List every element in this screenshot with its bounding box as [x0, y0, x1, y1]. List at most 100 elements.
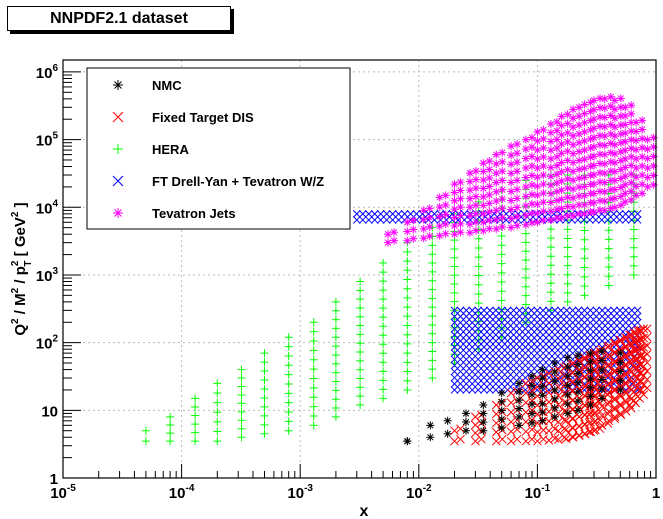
cross-marker [544, 426, 554, 436]
asterisk-marker [498, 222, 507, 231]
cross-marker [556, 343, 565, 351]
cross-marker [462, 361, 471, 370]
cross-marker [491, 343, 500, 351]
cross-marker [486, 349, 494, 358]
cross-marker [533, 337, 542, 345]
cross-marker [456, 312, 465, 321]
cross-marker [497, 416, 507, 426]
cross-marker [515, 349, 524, 358]
plus-marker [284, 351, 293, 360]
cross-marker [491, 349, 500, 358]
asterisk-marker [632, 182, 641, 191]
cross-marker [512, 396, 522, 406]
cross-marker [468, 386, 477, 394]
asterisk-marker [627, 187, 636, 196]
cross-marker [533, 306, 542, 315]
x-tick-label: 1 [652, 485, 660, 502]
asterisk-marker [498, 176, 507, 185]
cross-marker [633, 392, 642, 401]
plus-marker [521, 229, 530, 238]
asterisk-marker [550, 367, 559, 376]
cross-marker [615, 209, 624, 218]
cross-marker [626, 403, 636, 413]
cross-marker [533, 355, 542, 364]
cross-marker [491, 427, 501, 437]
asterisk-marker [498, 195, 507, 204]
plus-marker [284, 379, 293, 388]
asterisk-marker [600, 150, 609, 159]
asterisk-marker [465, 228, 474, 237]
asterisk-marker [539, 189, 548, 198]
asterisk-marker [479, 218, 488, 227]
grid [63, 60, 656, 478]
asterisk-marker [586, 162, 595, 171]
cross-marker [474, 337, 482, 345]
asterisk-marker [409, 216, 418, 225]
asterisk-marker [521, 164, 530, 173]
asterisk-marker [638, 180, 647, 189]
plus-marker [521, 247, 530, 256]
asterisk-marker [479, 175, 488, 184]
cross-marker [521, 417, 531, 427]
cross-marker [450, 306, 459, 315]
cross-marker [629, 345, 639, 355]
plus-marker [379, 358, 388, 367]
plus-marker [521, 282, 530, 291]
asterisk-marker [546, 154, 555, 163]
asterisk-marker [485, 207, 494, 216]
cross-marker [486, 324, 494, 333]
asterisk-marker [492, 150, 501, 159]
asterisk-marker [616, 192, 625, 201]
asterisk-marker [595, 112, 604, 121]
cross-marker [642, 324, 652, 334]
asterisk-marker [649, 161, 658, 170]
cross-marker [610, 312, 618, 321]
cross-marker [527, 312, 536, 321]
cross-marker [394, 216, 403, 224]
cross-marker [539, 324, 547, 333]
asterisk-marker [575, 209, 584, 218]
cross-marker [480, 318, 488, 327]
asterisk-marker [616, 358, 625, 367]
asterisk-marker [546, 181, 555, 190]
cross-marker [639, 333, 648, 343]
asterisk-marker [595, 206, 604, 215]
asterisk-marker [527, 143, 536, 152]
cross-marker [486, 337, 494, 345]
plus-marker [428, 276, 437, 285]
asterisk-marker [557, 112, 566, 121]
plus-marker [260, 411, 269, 420]
asterisk-marker [557, 195, 566, 204]
asterisk-marker [498, 157, 507, 166]
asterisk-marker [600, 197, 609, 206]
cross-marker [625, 365, 635, 375]
cross-marker [615, 344, 625, 354]
asterisk-marker [550, 359, 559, 368]
plus-marker [331, 404, 340, 413]
cross-marker [462, 367, 471, 376]
y-tick-label: 102 [36, 334, 59, 353]
legend-entry: HERA [113, 142, 189, 157]
asterisk-marker [610, 105, 619, 114]
asterisk-marker [456, 203, 465, 212]
asterisk-marker [507, 160, 516, 169]
cross-marker [370, 216, 379, 224]
cross-marker [615, 216, 624, 224]
plus-marker [356, 365, 365, 374]
asterisk-marker [610, 167, 619, 176]
plus-marker [379, 304, 388, 313]
plus-marker [356, 303, 365, 312]
plus-marker [604, 263, 613, 272]
cross-marker [545, 312, 553, 321]
cross-marker [627, 216, 636, 224]
plus-marker [474, 262, 483, 271]
plus-marker [521, 273, 530, 282]
plus-marker [237, 407, 246, 416]
plus-marker [141, 426, 150, 435]
asterisk-marker [627, 118, 636, 127]
plus-marker [580, 254, 589, 263]
plus-marker [604, 244, 613, 253]
plus-marker [428, 338, 437, 347]
asterisk-marker [507, 142, 516, 151]
plus-marker [166, 429, 175, 438]
